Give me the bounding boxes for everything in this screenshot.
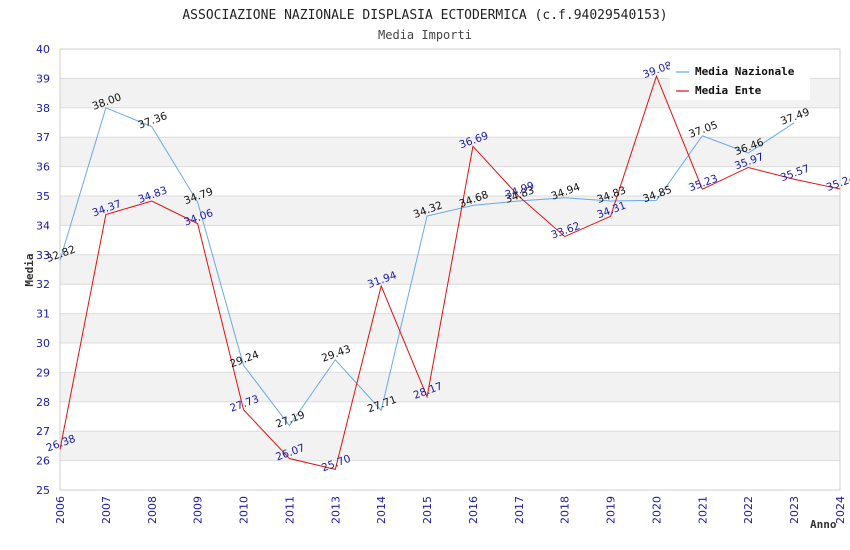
x-tick-label: 2008	[146, 496, 159, 524]
grid-band	[60, 313, 840, 343]
legend-background	[670, 60, 810, 100]
y-tick-label: 33	[36, 249, 50, 262]
x-tick-label: 2018	[559, 496, 572, 524]
y-tick-label: 39	[36, 72, 50, 85]
y-tick-label: 28	[36, 396, 50, 409]
y-tick-label: 36	[36, 161, 50, 174]
y-tick-label: 32	[36, 278, 50, 291]
y-tick-label: 38	[36, 102, 50, 115]
data-label-media-nazionale: 37.49	[779, 106, 811, 128]
y-tick-label: 31	[36, 308, 50, 321]
y-tick-label: 40	[36, 43, 50, 56]
y-tick-label: 27	[36, 425, 50, 438]
x-axis-title: Anno	[810, 518, 837, 531]
y-tick-label: 35	[36, 190, 50, 203]
y-tick-label: 30	[36, 337, 50, 350]
data-label-media-ente: 35.23	[687, 173, 719, 195]
legend-label-media-nazionale: Media Nazionale	[695, 65, 795, 78]
series-lines	[59, 74, 841, 471]
x-tick-label: 2009	[192, 496, 205, 524]
x-tick-label: 2021	[696, 496, 709, 524]
x-tick-label: 2015	[421, 496, 434, 524]
y-tick-label: 25	[36, 484, 50, 497]
x-tick-label: 2024	[834, 496, 847, 524]
x-axis-ticks: 2006 2007 2008 2009 2010 2011 2013 2014 2015 2016…	[54, 496, 847, 524]
legend-label-media-ente: Media Ente	[695, 84, 762, 97]
x-tick-label: 2011	[283, 496, 296, 524]
plot-area-border	[59, 48, 841, 491]
y-tick-label: 26	[36, 455, 50, 468]
grid-band	[60, 137, 840, 167]
data-label-media-ente: 35.24	[825, 172, 850, 194]
grid-band	[60, 431, 840, 461]
x-tick-label: 2016	[467, 496, 480, 524]
grid-band	[60, 372, 840, 402]
y-axis-ticks: 25 26 27 28 29 30 31 32 33 34 35 36 37 38 39 40	[36, 43, 50, 497]
x-tick-label: 2020	[650, 496, 663, 524]
x-tick-label: 2019	[605, 496, 618, 524]
y-tick-label: 34	[36, 219, 50, 232]
y-tick-label: 37	[36, 131, 50, 144]
x-tick-label: 2014	[375, 496, 388, 524]
x-tick-label: 2006	[54, 496, 67, 524]
series-line-media-nazionale	[59, 107, 795, 427]
y-tick-label: 29	[36, 366, 50, 379]
x-tick-label: 2017	[513, 496, 526, 524]
x-tick-label: 2013	[329, 496, 342, 524]
chart-subtitle: Media Importi	[378, 28, 472, 42]
x-tick-label: 2023	[788, 496, 801, 524]
chart-title: ASSOCIAZIONE NAZIONALE DISPLASIA ECTODER…	[182, 8, 667, 23]
x-tick-label: 2007	[100, 496, 113, 524]
x-tick-label: 2022	[742, 496, 755, 524]
series-line-media-ente	[59, 74, 841, 471]
y-axis-title: Media	[23, 253, 36, 286]
legend: Media Nazionale Media Ente	[670, 60, 810, 100]
x-tick-label: 2010	[238, 496, 251, 524]
